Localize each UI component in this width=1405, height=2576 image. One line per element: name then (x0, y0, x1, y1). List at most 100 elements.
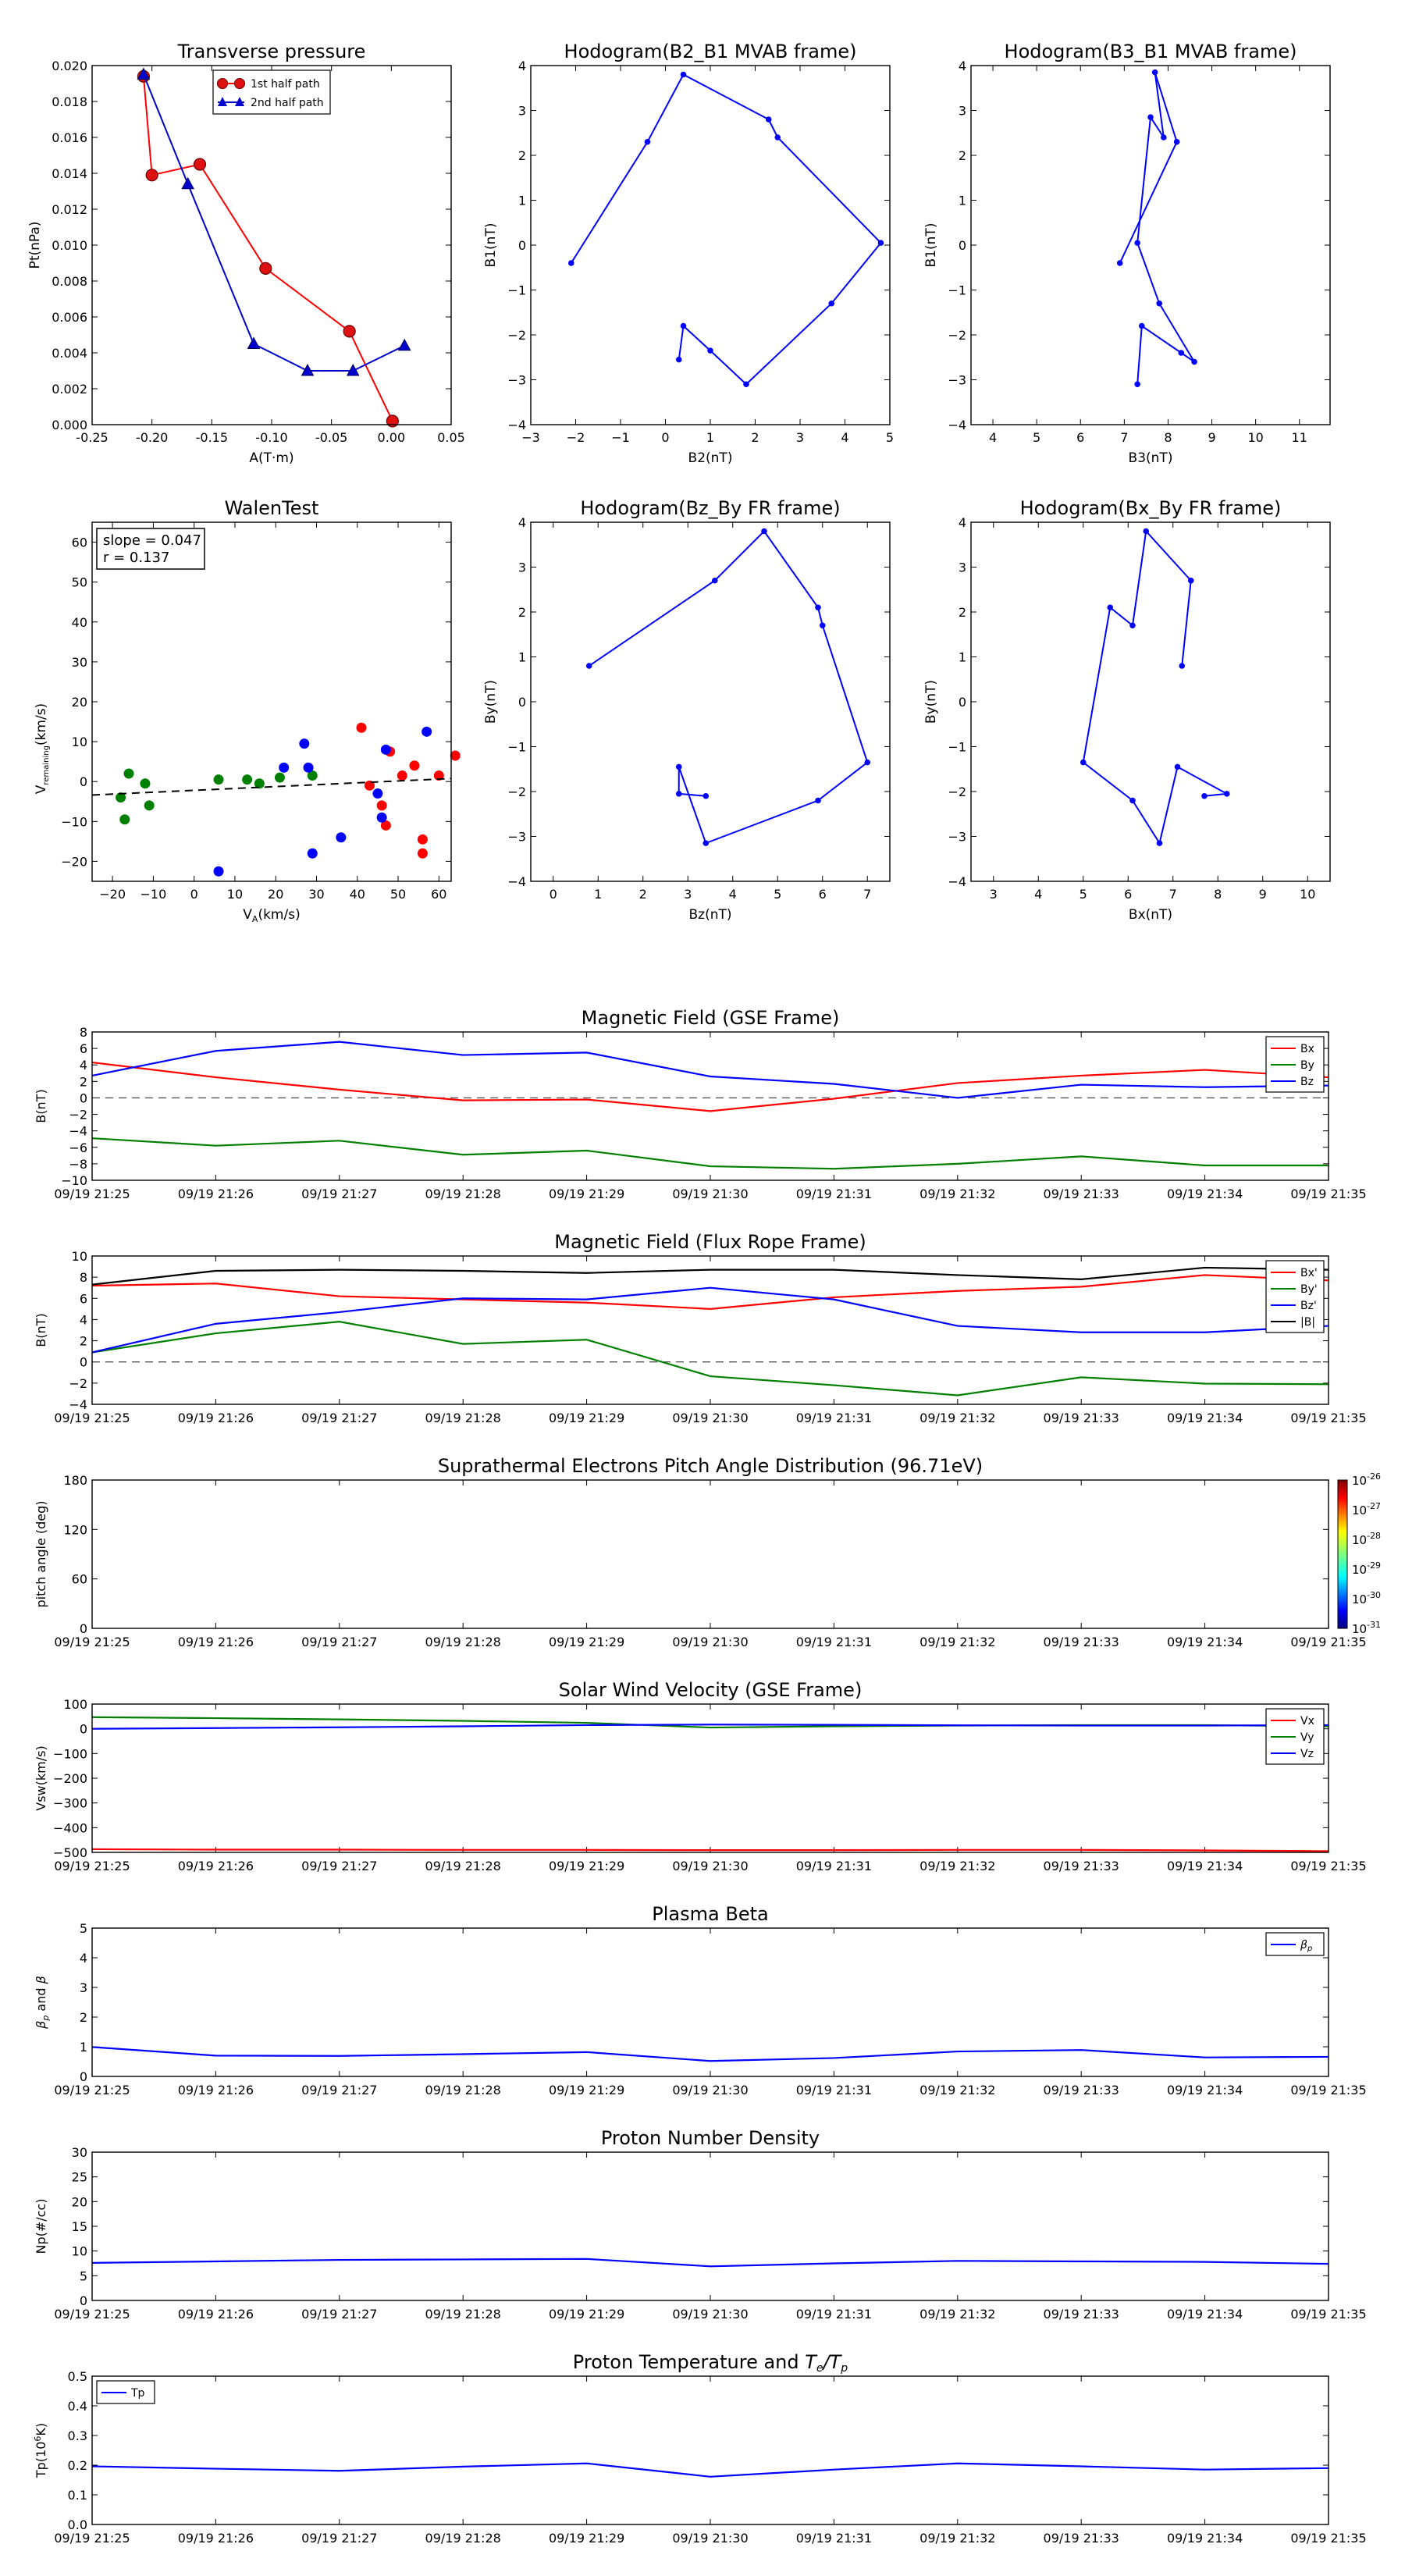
beta-x-tick-label: 09/19 21:35 (1290, 2083, 1366, 2097)
walen-fit-line (91, 777, 452, 796)
vsw-y-axis-label: Vsw(km/s) (34, 1745, 48, 1810)
hodo_bxby-x-tick-label: 3 (990, 887, 998, 902)
walen-title: WalenTest (225, 497, 319, 519)
walen-point-s1 (123, 768, 134, 779)
transverse-point (343, 325, 356, 338)
tp-x-tick-label: 09/19 21:28 (425, 2531, 501, 2546)
mag_gse-x-tick-label: 09/19 21:27 (301, 1187, 377, 1201)
walen-y-tick-label: 20 (72, 695, 87, 710)
beta-x-tick-label: 09/19 21:29 (549, 2083, 624, 2097)
mag_gse-x-tick-label: 09/19 21:26 (178, 1187, 254, 1201)
mag_gse-series-line-0 (91, 1061, 1329, 1112)
walen-y-axis-label: Vremaining(km/s) (34, 703, 51, 794)
mag_fr-x-tick-label: 09/19 21:34 (1167, 1411, 1243, 1425)
transverse-point (247, 336, 261, 349)
transverse-legend-label: 2nd half path (251, 97, 324, 109)
hodo_b3b1-point (1178, 350, 1185, 356)
tp-x-tick-label: 09/19 21:29 (549, 2531, 624, 2546)
mag_gse-title: Magnetic Field (GSE Frame) (582, 1007, 840, 1029)
hodo_bzby-y-tick-label: 1 (518, 650, 526, 665)
mag_gse-plot-frame (91, 1031, 1329, 1181)
hodo_bxby-point (1107, 604, 1114, 611)
mag_fr-x-tick-label: 09/19 21:30 (672, 1411, 748, 1425)
walen-y-tick-label: 50 (72, 575, 87, 590)
mag_gse-y-tick-label: 6 (80, 1041, 87, 1056)
hodo_b3b1-point (1134, 240, 1140, 246)
walen-chart: WalenTest −20 −10 0 10 20 30 40 50 60 −20 −10 0 10 20 3… (34, 497, 461, 924)
hodo_b3b1-point (1156, 300, 1163, 307)
pad-colorbar-label: 10-30 (1352, 1590, 1381, 1606)
hodo_bzby-point (761, 528, 767, 535)
mag_fr-y-tick-label: −2 (69, 1376, 87, 1391)
mag_gse-y-tick-label: 0 (80, 1091, 87, 1105)
pad-title: Suprathermal Electrons Pitch Angle Distr… (438, 1455, 983, 1477)
walen-x-tick-label: 40 (350, 887, 365, 902)
tp-x-tick-label: 09/19 21:30 (672, 2531, 748, 2546)
hodo_b3b1-y-tick-label: 1 (959, 194, 966, 208)
np-plot-frame (91, 2151, 1329, 2301)
transverse-x-tick-label: 0.00 (378, 430, 406, 445)
mag_fr-y-axis-label: B(nT) (34, 1313, 48, 1347)
walen-x-tick-label: 50 (390, 887, 406, 902)
hodo_b2b1-x-tick-label: −3 (521, 430, 540, 445)
hodo_bxby-x-tick-label: 10 (1300, 887, 1315, 902)
hodo_b2b1-point (675, 356, 682, 363)
hodo_bzby-x-axis-label: Bz(nT) (688, 907, 731, 923)
walen-point-s2 (372, 788, 383, 799)
walen-point-s0 (356, 722, 367, 733)
hodo_bxby-point (1223, 791, 1230, 797)
hodo_b3b1-x-tick-label: 10 (1247, 430, 1263, 445)
hodo_bzby-x-tick-label: 6 (819, 887, 827, 902)
vsw-x-tick-label: 09/19 21:25 (54, 1859, 130, 1873)
vsw-y-tick-label: −500 (53, 1845, 87, 1860)
hodo_b3b1-point (1191, 358, 1197, 365)
vsw-x-tick-label: 09/19 21:35 (1290, 1859, 1366, 1873)
pad-x-tick-label: 09/19 21:35 (1290, 1635, 1366, 1649)
hodo_bzby-x-tick-label: 0 (550, 887, 557, 902)
transverse-legend-box (212, 69, 331, 115)
hodo_bzby-y-tick-label: −1 (507, 740, 526, 755)
transverse-point (193, 158, 207, 171)
hodo_bzby-y-tick-label: −4 (507, 874, 526, 889)
hodo_b2b1-title: Hodogram(B2_B1 MVAB frame) (564, 41, 857, 62)
hodo_b2b1-point (680, 71, 687, 78)
transverse-y-tick-label: 0.018 (52, 94, 87, 109)
beta-x-tick-label: 09/19 21:31 (796, 2083, 872, 2097)
mag_fr-y-tick-label: 6 (80, 1291, 87, 1306)
beta-y-tick-label: 1 (80, 2040, 87, 2055)
hodo_b3b1-point (1147, 114, 1154, 120)
hodo_b3b1-y-tick-label: 4 (959, 59, 966, 73)
transverse-point (137, 67, 151, 80)
walen-x-tick-label: 10 (227, 887, 243, 902)
hodo_bzby-point (711, 577, 718, 584)
vsw-x-tick-label: 09/19 21:27 (301, 1859, 377, 1873)
hodo_b2b1-y-tick-label: −4 (507, 418, 526, 432)
walen-annotation-text: r = 0.137 (103, 550, 169, 566)
hodo_bzby-y-tick-label: 3 (518, 560, 526, 575)
pad-y-tick-label: 0 (80, 1621, 87, 1636)
vsw-x-tick-label: 09/19 21:30 (672, 1859, 748, 1873)
walen-y-tick-label: 10 (72, 735, 87, 749)
transverse-legend-marker (235, 97, 244, 106)
mag_fr-y-tick-label: −4 (69, 1397, 87, 1412)
walen-point-s2 (279, 762, 290, 773)
transverse-x-axis-label: A(T·m) (249, 450, 293, 466)
mag_fr-y-tick-label: 10 (72, 1249, 87, 1264)
vsw-chart: Solar Wind Velocity (GSE Frame) 09/19 21:… (34, 1679, 1367, 1873)
pad-x-tick-label: 09/19 21:28 (425, 1635, 501, 1649)
transverse-y-tick-label: 0.000 (52, 418, 87, 432)
mag_gse-x-tick-label: 09/19 21:28 (425, 1187, 501, 1201)
np-y-axis-label: Np(#/cc) (34, 2199, 48, 2254)
pad-x-tick-label: 09/19 21:33 (1044, 1635, 1119, 1649)
vsw-title: Solar Wind Velocity (GSE Frame) (559, 1679, 863, 1701)
walen-x-tick-label: 20 (268, 887, 283, 902)
hodo_b2b1-point (877, 240, 884, 246)
beta-plot-frame (91, 1927, 1329, 2077)
hodo_b3b1-point (1134, 381, 1140, 388)
walen-point-s1 (213, 774, 224, 785)
hodo_b2b1-y-tick-label: 2 (518, 148, 526, 163)
hodo_bxby-plot-frame (970, 521, 1331, 882)
walen-point-s0 (433, 770, 444, 781)
hodo_bxby-point (1129, 622, 1136, 629)
pad-y-tick-label: 120 (63, 1522, 87, 1537)
